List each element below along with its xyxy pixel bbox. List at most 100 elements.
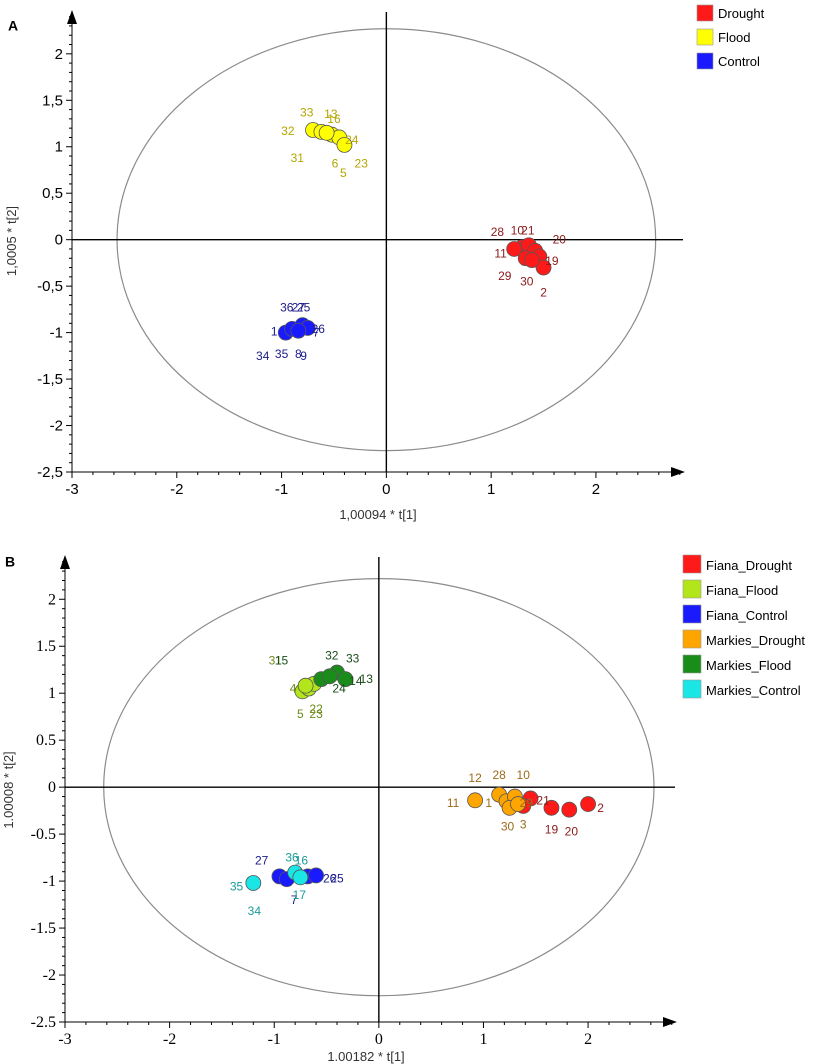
point-label: 10 bbox=[511, 223, 525, 237]
y-tick-label: -0.5 bbox=[31, 826, 56, 843]
y-tick-label: -1,5 bbox=[37, 371, 63, 388]
point-label: 20 bbox=[565, 824, 579, 838]
point-label: 19 bbox=[545, 254, 559, 268]
legend-label: Flood bbox=[718, 30, 751, 45]
point-label: 33 bbox=[300, 105, 314, 119]
point-label: 7 bbox=[313, 326, 320, 340]
panel-label: A bbox=[8, 17, 18, 33]
data-point bbox=[524, 252, 540, 269]
point-label: 26 bbox=[323, 871, 337, 885]
y-tick-label: 1 bbox=[55, 139, 63, 156]
point-label: 27 bbox=[292, 301, 306, 315]
series-fiana-flood: 4 22 5 23 bbox=[290, 675, 323, 721]
point-label: 29 bbox=[520, 796, 534, 810]
y-tick-label: 1 bbox=[48, 685, 56, 702]
point-label: 26 bbox=[312, 322, 326, 336]
y-tick-label: 2 bbox=[55, 46, 63, 63]
legend-swatch bbox=[682, 679, 702, 699]
data-point bbox=[337, 671, 354, 688]
point-label: 31 bbox=[269, 653, 283, 667]
y-axis-label: 1.00008 * t[2] bbox=[1, 751, 16, 828]
x-axis-label: 1,00094 * t[1] bbox=[339, 507, 416, 522]
point-label: 2 bbox=[540, 286, 547, 300]
data-point bbox=[336, 136, 353, 153]
point-label: 35 bbox=[275, 347, 289, 361]
point-label: 13 bbox=[324, 107, 338, 121]
data-point bbox=[321, 668, 338, 685]
y-tick-label: -1.5 bbox=[31, 920, 56, 937]
y-tick-label: -1 bbox=[50, 325, 63, 342]
legend-label: Markies_Drought bbox=[706, 633, 805, 648]
point-label: 5 bbox=[297, 707, 304, 721]
point-label: 11 bbox=[494, 247, 507, 261]
data-point bbox=[245, 875, 262, 891]
x-tick-label: -1 bbox=[268, 1031, 281, 1048]
point-label: 30 bbox=[501, 820, 515, 834]
x-axis-label: 1.00182 * t[1] bbox=[327, 1049, 404, 1064]
x-tick-label: -2 bbox=[163, 1031, 176, 1048]
y-tick-label: 0,5 bbox=[42, 185, 63, 202]
legend-label: Fiana_Flood bbox=[706, 583, 778, 598]
point-label: 28 bbox=[492, 768, 506, 782]
point-label: 25 bbox=[330, 871, 344, 885]
point-label: 16 bbox=[327, 112, 341, 126]
point-label: 33 bbox=[346, 651, 360, 665]
legend-label: Control bbox=[718, 54, 760, 69]
point-label: 21 bbox=[521, 223, 535, 237]
x-tick-label: 1 bbox=[479, 1031, 487, 1048]
y-tick-label: -2,5 bbox=[37, 464, 63, 481]
point-label: 24 bbox=[332, 682, 346, 696]
y-tick-label: 0 bbox=[48, 779, 56, 796]
y-tick-label: -2 bbox=[43, 967, 56, 984]
point-label: 16 bbox=[295, 853, 309, 867]
y-tick-label: -2.5 bbox=[31, 1014, 56, 1031]
point-label: 7 bbox=[291, 893, 298, 907]
point-label: 25 bbox=[297, 301, 311, 315]
y-tick-label: -1 bbox=[43, 873, 56, 890]
point-label: 36 bbox=[285, 851, 299, 865]
panel-label: B bbox=[5, 553, 15, 569]
point-label: 30 bbox=[520, 274, 534, 288]
point-label: 8 bbox=[295, 347, 302, 361]
panel-B: B-3 -2 -1 0 1 221.510.50-0.5-1-1.5-2-2.51.001… bbox=[1, 553, 805, 1064]
y-axis-label: 1,0005 * t[2] bbox=[4, 206, 19, 276]
point-label: 1 bbox=[485, 796, 492, 810]
axes: -3 -2 -1 0 1 2 2 1,5 1 0,5 0 -0,5 -1 -1,5 -2 -2,5 bbox=[37, 10, 685, 498]
point-label: 21 bbox=[536, 793, 550, 807]
x-tick-label: -3 bbox=[65, 481, 78, 498]
x-tick-label: 1 bbox=[487, 481, 495, 498]
point-label: 5 bbox=[340, 166, 347, 180]
legend-label: Fiana_Drought bbox=[706, 558, 792, 573]
point-label: 4 bbox=[290, 682, 297, 696]
point-label: 29 bbox=[498, 269, 512, 283]
data-point bbox=[561, 801, 578, 818]
x-tick-label: 0 bbox=[382, 481, 390, 498]
point-label: 22 bbox=[309, 702, 323, 716]
y-tick-label: 0 bbox=[55, 232, 63, 249]
data-point bbox=[290, 322, 307, 339]
legend-label: Drought bbox=[718, 6, 765, 21]
x-tick-label: 2 bbox=[584, 1031, 592, 1048]
panel-A: A -3 -2 -1 0 1 2 2 1,5 1 0,5 0 -0,5 -1 -1,5 -2 -2,5 1,000… bbox=[4, 4, 765, 522]
point-label: 28 bbox=[491, 225, 505, 239]
point-label: 20 bbox=[553, 233, 567, 247]
point-label: 6 bbox=[332, 156, 339, 170]
x-tick-label: 0 bbox=[375, 1031, 383, 1048]
data-point bbox=[543, 799, 560, 816]
point-label: 15 bbox=[275, 653, 289, 667]
legend: Fiana_Drought Fiana_Flood Fiana_Control Mar… bbox=[682, 554, 805, 699]
legend-swatch bbox=[682, 604, 702, 624]
point-label: 10 bbox=[517, 768, 531, 782]
x-tick-label: -2 bbox=[170, 481, 183, 498]
y-tick-label: 1.5 bbox=[36, 638, 56, 655]
x-tick-label: -1 bbox=[275, 481, 288, 498]
y-tick-label: 1,5 bbox=[42, 92, 63, 109]
point-label: 19 bbox=[545, 822, 559, 836]
data-point bbox=[318, 124, 335, 141]
x-axis-arrow bbox=[671, 467, 685, 477]
